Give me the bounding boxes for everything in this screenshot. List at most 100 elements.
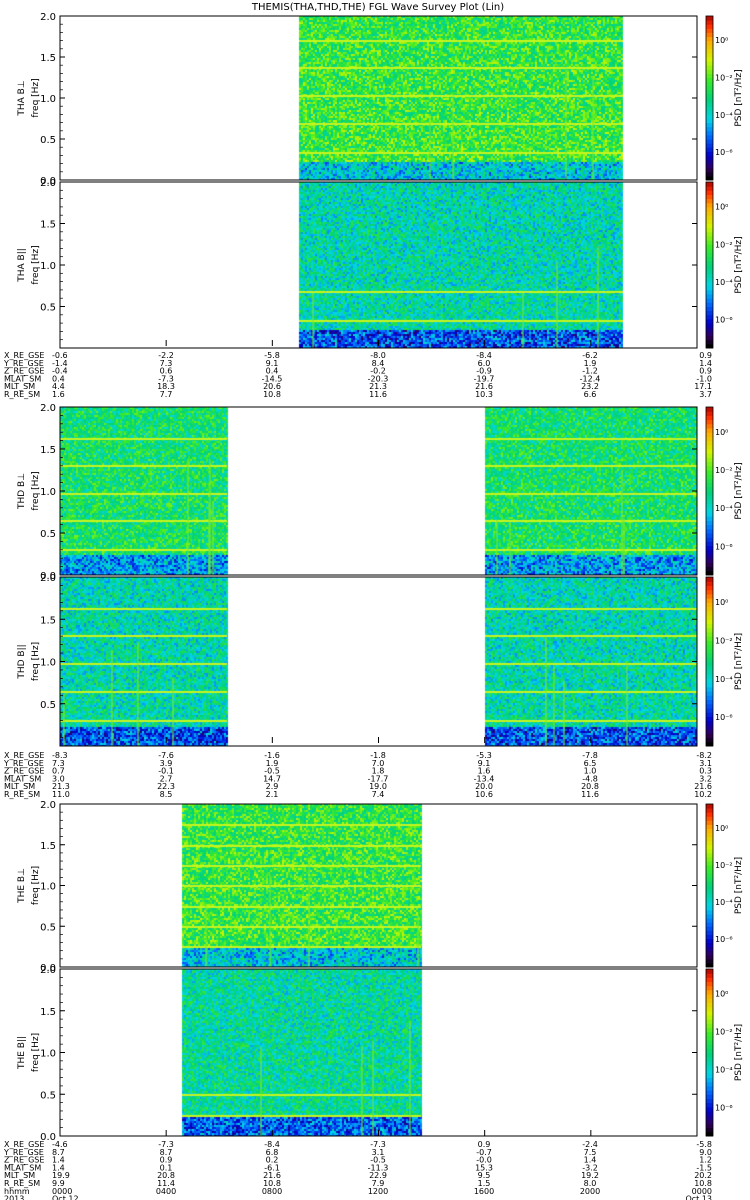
y-tick-label: 2.0: [40, 573, 56, 584]
colorbar-segment: [706, 1110, 713, 1116]
table-cell: 8.5: [160, 790, 173, 799]
table-cell: Oct 13: [685, 1195, 712, 1200]
colorbar-segment: [706, 436, 713, 442]
y-axis-label: freq [Hz]: [31, 471, 41, 510]
colorbar-segment: [706, 640, 713, 646]
colorbar-segment: [706, 836, 713, 842]
table-cell: 2.9: [266, 782, 279, 791]
table-cell: 19.2: [581, 1171, 599, 1180]
colorbar-segment: [706, 541, 713, 547]
colorbar-segment: [706, 545, 713, 551]
colorbar-segment: [706, 269, 713, 274]
colorbar-segment: [706, 1081, 713, 1087]
colorbar-segment: [706, 273, 713, 278]
colorbar-segment: [706, 110, 713, 115]
y-tick-label: 1.0: [40, 94, 56, 105]
colorbar-tick-label: 10⁻⁴: [715, 675, 733, 684]
table-cell: 0.9: [478, 1140, 491, 1149]
y-tick-label: 0.5: [40, 1090, 56, 1101]
spectrogram-image: [60, 577, 697, 746]
colorbar-segment: [706, 335, 713, 341]
colorbar-segment: [706, 950, 713, 956]
colorbar-segment: [706, 1094, 713, 1099]
table-row-label: X_RE_GSE: [4, 351, 44, 360]
colorbar-segment: [706, 81, 713, 87]
colorbar-segment: [706, 901, 713, 907]
colorbar-segment: [706, 1102, 713, 1108]
colorbar-segment: [706, 114, 713, 119]
colorbar-segment: [706, 969, 713, 974]
colorbar-segment: [706, 495, 713, 500]
table-row-label: hhmm: [4, 1187, 30, 1196]
colorbar-segment: [706, 1039, 713, 1045]
table-cell: 1600: [474, 1187, 494, 1196]
table-cell: 2.7: [160, 774, 173, 783]
table-cell: -0.0: [476, 1156, 492, 1165]
colorbar-segment: [706, 302, 713, 307]
colorbar-frame: [705, 406, 714, 576]
colorbar-segment: [706, 528, 713, 534]
table-cell: Oct 12: [52, 1195, 79, 1200]
colorbar-segment: [706, 1098, 713, 1104]
colorbar-segment: [706, 889, 713, 895]
table-cell: 0.9: [699, 367, 712, 376]
table-cell: -6.1: [264, 1163, 280, 1172]
y-tick-label: 1.0: [40, 261, 56, 272]
colorbar-segment: [706, 804, 713, 809]
colorbar-label: PSD [nT²/Hz]: [734, 857, 744, 914]
table-cell: 7.3: [160, 359, 173, 368]
table-row-label: R_RE_SM: [4, 390, 40, 399]
colorbar-segment: [706, 861, 713, 866]
table-cell: 1.4: [584, 1156, 597, 1165]
colorbar-segment: [706, 122, 713, 128]
colorbar-segment: [706, 343, 713, 349]
colorbar-segment: [706, 998, 713, 1003]
colorbar-segment: [706, 812, 713, 817]
colorbar-segment: [706, 491, 713, 496]
colorbar-segment: [706, 298, 713, 303]
colorbar-segment: [706, 1027, 713, 1033]
colorbar-segment: [706, 1048, 713, 1053]
table-cell: 10.8: [263, 1179, 281, 1188]
table-cell: 20.0: [475, 782, 493, 791]
table-cell: -0.5: [264, 767, 280, 776]
colorbar-segment: [706, 1035, 713, 1041]
table-cell: 0400: [156, 1187, 176, 1196]
colorbar-segment: [706, 615, 713, 620]
colorbar-segment: [706, 589, 713, 595]
table-row-label: R_RE_SM: [4, 790, 40, 799]
colorbar-segment: [706, 48, 713, 54]
colorbar-segment: [706, 832, 713, 838]
panel-label: THE B⊥: [17, 868, 27, 904]
colorbar-segment: [706, 954, 713, 960]
colorbar-segment: [706, 865, 713, 870]
table-cell: 0.2: [266, 1156, 279, 1165]
panel-label: THD B⊥: [17, 473, 27, 510]
colorbar-segment: [706, 453, 713, 458]
colorbar-segment: [706, 905, 713, 911]
table-cell: 20.8: [581, 782, 599, 791]
colorbar-segment: [706, 28, 713, 33]
table-cell: -8.4: [476, 351, 492, 360]
colorbar-segment: [706, 537, 713, 542]
colorbar-segment: [706, 699, 713, 705]
colorbar-segment: [706, 554, 713, 559]
colorbar-frame: [705, 968, 714, 1137]
table-cell: -0.6: [52, 351, 68, 360]
table-row-label: Z_RE_GSE: [4, 1156, 44, 1165]
colorbar-segment: [706, 215, 713, 220]
table-cell: 6.6: [584, 390, 597, 399]
colorbar-segment: [706, 840, 713, 846]
table-row-label: 2013: [4, 1195, 24, 1200]
colorbar-segment: [706, 310, 713, 316]
colorbar-segment: [706, 240, 713, 245]
spectrogram-panel-1: 0.0 0.5 1.0 1.5 2.0 THA B⊥ freq [Hz] 10⁰ 10⁻² 10⁻…: [17, 12, 744, 187]
colorbar-segment: [706, 930, 713, 935]
table-cell: -17.7: [368, 774, 389, 783]
table-cell: 0000: [692, 1187, 712, 1196]
colorbar-segment: [706, 277, 713, 283]
colorbar-segment: [706, 285, 713, 291]
colorbar-segment: [706, 465, 713, 471]
colorbar-label: PSD [nT²/Hz]: [734, 69, 744, 126]
colorbar-segment: [706, 499, 713, 505]
